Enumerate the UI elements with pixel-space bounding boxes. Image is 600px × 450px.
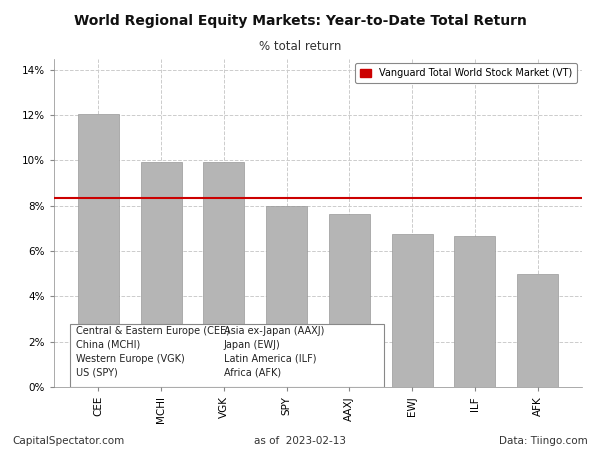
Bar bbox=[266, 206, 307, 387]
Text: as of  2023-02-13: as of 2023-02-13 bbox=[254, 436, 346, 446]
Bar bbox=[141, 162, 182, 387]
Text: World Regional Equity Markets: Year-to-Date Total Return: World Regional Equity Markets: Year-to-D… bbox=[74, 14, 526, 27]
Bar bbox=[517, 274, 558, 387]
Bar bbox=[78, 114, 119, 387]
Text: Central & Eastern Europe (CEE)
China (MCHI)
Western Europe (VGK)
US (SPY): Central & Eastern Europe (CEE) China (MC… bbox=[76, 326, 230, 378]
Text: Data: Tiingo.com: Data: Tiingo.com bbox=[499, 436, 588, 446]
Text: % total return: % total return bbox=[259, 40, 341, 54]
Bar bbox=[392, 234, 433, 387]
Bar bbox=[454, 236, 495, 387]
Text: Asia ex-Japan (AAXJ)
Japan (EWJ)
Latin America (ILF)
Africa (AFK): Asia ex-Japan (AAXJ) Japan (EWJ) Latin A… bbox=[224, 326, 324, 378]
Bar bbox=[203, 162, 244, 387]
Legend: Vanguard Total World Stock Market (VT): Vanguard Total World Stock Market (VT) bbox=[355, 63, 577, 83]
Text: CapitalSpectator.com: CapitalSpectator.com bbox=[12, 436, 124, 446]
Polygon shape bbox=[70, 324, 384, 387]
Bar bbox=[329, 214, 370, 387]
